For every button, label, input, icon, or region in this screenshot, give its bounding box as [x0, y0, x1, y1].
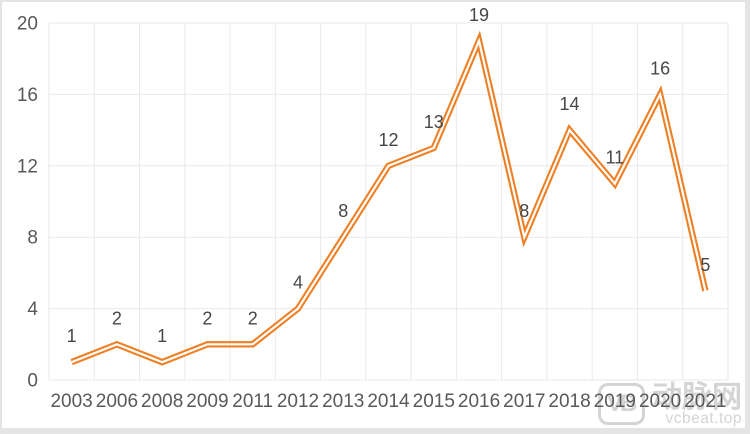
x-tick-label: 2014	[367, 391, 410, 412]
data-point-label: 1	[157, 326, 167, 346]
series-line	[70, 30, 709, 366]
data-point-label: 8	[338, 201, 348, 221]
x-tick-label: 2011	[232, 391, 273, 412]
x-tick-label: 2003	[50, 391, 92, 412]
data-point-label: 13	[424, 112, 444, 132]
data-point-label: 8	[519, 201, 529, 221]
x-tick-label: 2018	[548, 391, 590, 412]
x-axis-labels: 2003 2006 2008 2009 2011 2012 2013 2014 2015 2016…	[50, 391, 726, 412]
watermark-text: 动脉网 vcbeat.top	[652, 381, 742, 427]
x-tick-label: 2015	[413, 391, 455, 412]
vcbeat-logo-icon: VB	[598, 383, 645, 425]
gridlines	[48, 22, 729, 381]
data-point-label: 16	[650, 58, 670, 78]
x-tick-label: 2012	[277, 391, 319, 412]
y-tick-label: 12	[17, 156, 38, 177]
x-tick-label: 2020	[639, 391, 681, 412]
data-point-label: 2	[112, 308, 122, 328]
series-line-core	[71, 37, 707, 364]
y-tick-label: 4	[27, 299, 38, 320]
series-line-outer	[70, 30, 709, 366]
y-tick-label: 16	[17, 85, 38, 106]
data-point-label: 2	[202, 308, 212, 328]
x-tick-label: 2017	[503, 391, 545, 412]
watermark-site-url: vcbeat.top	[665, 410, 742, 427]
data-point-label: 14	[560, 94, 580, 114]
data-point-label: 11	[605, 148, 624, 168]
frame-border-right	[745, 0, 750, 434]
x-tick-label: 2016	[458, 391, 500, 412]
frame-border-left	[0, 0, 2, 434]
x-tick-label: 2009	[186, 391, 228, 412]
data-point-label: 2	[248, 308, 258, 328]
vcbeat-logo-monogram: VB	[606, 390, 637, 417]
y-axis-labels: 0 4 8 12 16 20	[17, 14, 39, 392]
x-tick-label: 2006	[96, 391, 138, 412]
data-point-label: 1	[67, 326, 77, 346]
data-point-label: 19	[469, 5, 489, 25]
x-tick-label: 2013	[322, 391, 364, 412]
x-tick-label: 2008	[141, 391, 183, 412]
y-tick-label: 0	[27, 371, 38, 392]
x-tick-label: 2019	[594, 391, 636, 412]
data-point-label: 5	[700, 255, 710, 275]
y-tick-label: 20	[17, 14, 38, 35]
frame-border-top	[0, 0, 750, 2]
frame-border-bottom	[0, 428, 750, 434]
watermark: VB 动脉网 vcbeat.top	[598, 383, 742, 426]
data-point-label: 12	[378, 130, 398, 150]
y-tick-label: 8	[27, 228, 38, 249]
watermark-brand: 动脉网	[652, 381, 742, 414]
x-tick-label: 2021	[684, 391, 726, 412]
data-point-label: 4	[293, 273, 303, 293]
